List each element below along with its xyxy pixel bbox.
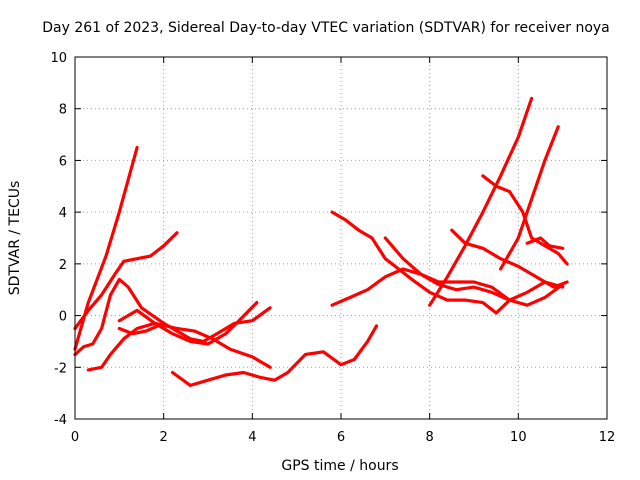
series-track-6 (117, 301, 259, 346)
data-series (73, 96, 569, 387)
x-tick-label: 8 (426, 430, 434, 445)
y-tick-label: 4 (59, 206, 67, 221)
series-track-3 (73, 277, 166, 356)
chart-title: Day 261 of 2023, Sidereal Day-to-day VTE… (42, 20, 610, 36)
series-track-10 (383, 236, 565, 302)
series-track-13 (481, 174, 569, 266)
series-track-5 (117, 306, 272, 343)
x-tick-label: 2 (160, 430, 168, 445)
series-track-15 (525, 236, 565, 250)
series-track-12 (450, 228, 569, 289)
x-tick-label: 0 (71, 430, 79, 445)
series-track-9 (330, 210, 512, 315)
x-axis-label: GPS time / hours (281, 458, 398, 474)
y-axis-ticks: -4 -2 0 2 4 6 8 10 (50, 51, 607, 428)
x-tick-label: 6 (337, 430, 345, 445)
y-tick-label: -2 (54, 361, 67, 376)
x-tick-label: 4 (248, 430, 256, 445)
x-tick-label: 12 (599, 430, 616, 445)
series-track-4 (86, 321, 272, 372)
series-track-8 (330, 267, 565, 307)
series-track-1 (73, 145, 139, 351)
y-tick-label: 2 (59, 258, 67, 273)
y-axis-label: SDTVAR / TECUs (7, 181, 23, 296)
y-tick-label: -4 (54, 413, 67, 428)
y-tick-label: 6 (59, 154, 67, 169)
x-tick-label: 10 (510, 430, 527, 445)
y-tick-label: 0 (59, 310, 67, 325)
series-track-11 (428, 96, 534, 307)
series-track-2 (73, 231, 179, 331)
y-tick-label: 8 (59, 103, 67, 118)
plot-frame (74, 56, 608, 420)
series-track-14 (499, 125, 560, 271)
y-tick-label: 10 (50, 51, 67, 66)
x-axis-ticks: 0 2 4 6 8 10 12 (71, 57, 615, 445)
series-track-7 (170, 324, 379, 387)
